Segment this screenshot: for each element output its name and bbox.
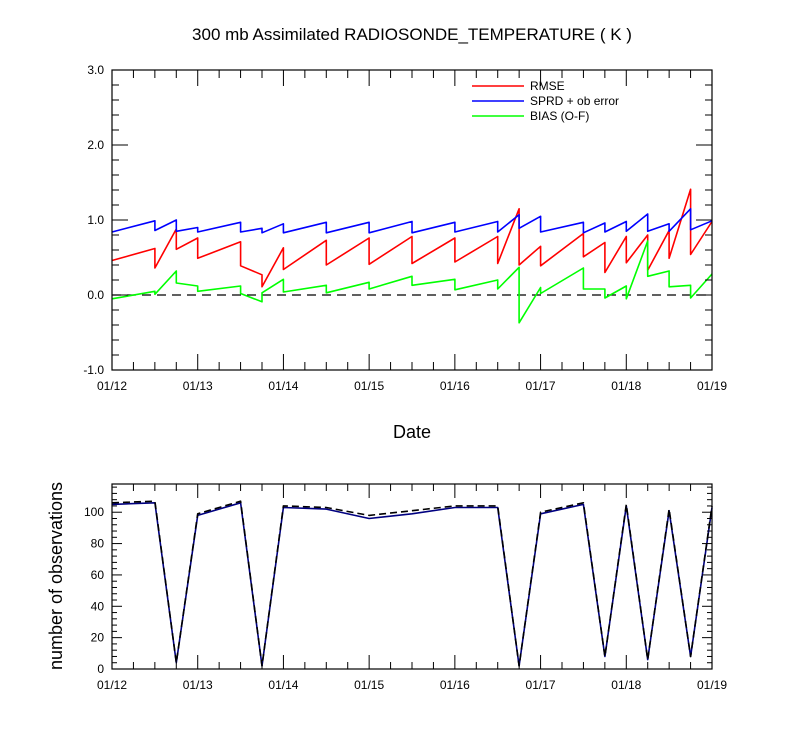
legend-label-rmse: RMSE	[530, 79, 565, 93]
x-tick-label: 01/13	[183, 379, 213, 393]
x-tick-label: 01/16	[440, 678, 470, 692]
bottom-plot-area: 01/12 01/13 01/14 01/15 01/16 01/17 01/18 01/19…	[84, 483, 727, 692]
x-axis-title: Date	[393, 422, 431, 442]
x-tick-label: 01/15	[354, 379, 384, 393]
y-tick-label: 2.0	[87, 138, 104, 152]
x-tick-label: 01/18	[611, 678, 641, 692]
x-tick-label: 01/17	[526, 678, 556, 692]
x-tick-label: 01/12	[97, 678, 127, 692]
series-line-bias-o-f	[111, 240, 713, 324]
x-tick-label: 01/19	[697, 379, 727, 393]
y-axis-title-observations: number of observations	[46, 482, 66, 670]
y-tick-label: 100	[84, 505, 104, 519]
y-tick-label: 0.0	[87, 288, 104, 302]
bottom-panel: 01/12 01/13 01/14 01/15 01/16 01/17 01/18 01/19…	[46, 482, 727, 692]
chart-title: 300 mb Assimilated RADIOSONDE_TEMPERATUR…	[192, 25, 632, 44]
y-tick-label: 3.0	[87, 63, 104, 77]
x-tick-label: 01/14	[268, 678, 298, 692]
y-tick-label: 80	[91, 537, 105, 551]
series-line-sprd-ob-error	[111, 208, 713, 234]
y-tick-label: 1.0	[87, 213, 104, 227]
y-tick-label: 40	[91, 599, 105, 613]
x-tick-label: 01/19	[697, 678, 727, 692]
x-tick-label: 01/18	[611, 379, 641, 393]
legend-label-bias: BIAS (O-F)	[530, 109, 589, 123]
plot-frame	[111, 483, 713, 670]
x-tick-label: 01/14	[268, 379, 298, 393]
top-panel: 300 mb Assimilated RADIOSONDE_TEMPERATUR…	[83, 25, 727, 442]
plot-frame	[111, 69, 713, 371]
legend: RMSE SPRD + ob error BIAS (O-F)	[472, 79, 619, 123]
top-plot-area: 01/12 01/13 01/14 01/15 01/16 01/17 01/18 01/19…	[83, 63, 727, 393]
y-tick-label: 20	[91, 631, 105, 645]
x-tick-label: 01/13	[183, 678, 213, 692]
y-tick-label: 60	[91, 568, 105, 582]
series-line-used	[111, 501, 713, 667]
x-tick-label: 01/12	[97, 379, 127, 393]
series-line-rmse	[111, 188, 713, 288]
x-tick-label: 01/15	[354, 678, 384, 692]
series-line-total	[111, 500, 713, 667]
x-tick-label: 01/17	[526, 379, 556, 393]
y-tick-label: 0	[97, 662, 104, 676]
x-tick-label: 01/16	[440, 379, 470, 393]
legend-label-sprd: SPRD + ob error	[530, 94, 619, 108]
y-tick-label: -1.0	[83, 363, 104, 377]
